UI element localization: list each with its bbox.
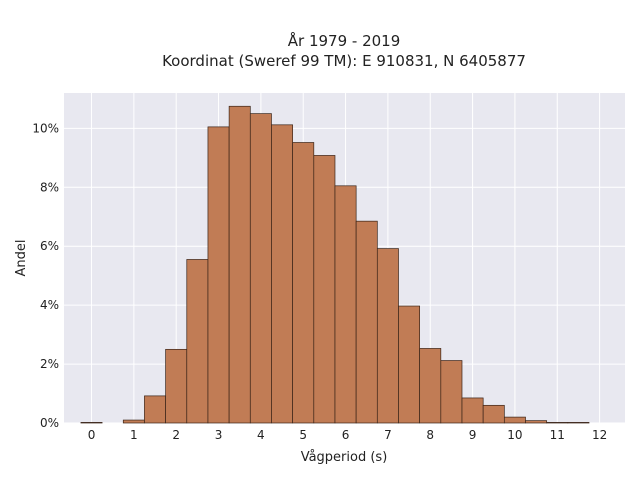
x-tick-label: 9 (469, 428, 477, 442)
histogram-bar (419, 348, 442, 424)
histogram-bar (271, 124, 293, 424)
x-tick-label: 12 (592, 428, 607, 442)
y-tick-label: 4% (40, 298, 59, 312)
histogram-bar (440, 360, 463, 424)
histogram-bar (398, 305, 421, 424)
histogram-bar (567, 422, 590, 424)
bars (80, 105, 590, 424)
x-tick-label: 5 (299, 428, 307, 442)
x-tick-label: 11 (550, 428, 565, 442)
histogram-bar (122, 419, 145, 424)
histogram-bar (525, 420, 548, 424)
y-axis-ticks: 0% 2% 4% 6% 8% 10% (32, 121, 59, 430)
x-tick-label: 2 (172, 428, 180, 442)
histogram-bar (186, 259, 209, 424)
histogram-bar (334, 185, 357, 424)
histogram-bar (376, 248, 399, 424)
y-tick-label: 6% (40, 239, 59, 253)
x-tick-label: 6 (342, 428, 350, 442)
chart-subtitle: Koordinat (Sweref 99 TM): E 910831, N 64… (162, 52, 526, 70)
histogram-bar (228, 105, 251, 424)
x-tick-label: 10 (507, 428, 522, 442)
histogram-bar (80, 422, 103, 424)
histogram-bar (165, 348, 188, 424)
histogram-bar (313, 155, 336, 424)
y-tick-label: 8% (40, 180, 59, 194)
y-tick-label: 10% (32, 121, 59, 135)
histogram-bar (546, 422, 569, 424)
chart-title: År 1979 - 2019 (288, 31, 401, 50)
x-tick-label: 3 (215, 428, 223, 442)
histogram-bar (249, 113, 272, 424)
histogram-bar (482, 404, 505, 424)
x-tick-label: 4 (257, 428, 265, 442)
y-tick-label: 2% (40, 357, 59, 371)
x-tick-label: 7 (384, 428, 392, 442)
x-axis-label: Vågperiod (s) (301, 450, 388, 465)
histogram-bar (207, 126, 230, 424)
x-tick-label: 8 (426, 428, 434, 442)
histogram-bar (461, 397, 484, 424)
x-tick-label: 1 (130, 428, 138, 442)
y-axis-label: Andel (14, 240, 29, 277)
histogram-bar (355, 220, 378, 424)
histogram-bar (144, 395, 166, 424)
histogram-bar (292, 142, 315, 424)
x-axis-ticks: 0 1 2 3 4 5 6 7 8 9 10 11 12 (88, 428, 608, 442)
x-tick-label: 0 (88, 428, 96, 442)
histogram-bar (503, 416, 526, 424)
y-tick-label: 0% (40, 416, 59, 430)
